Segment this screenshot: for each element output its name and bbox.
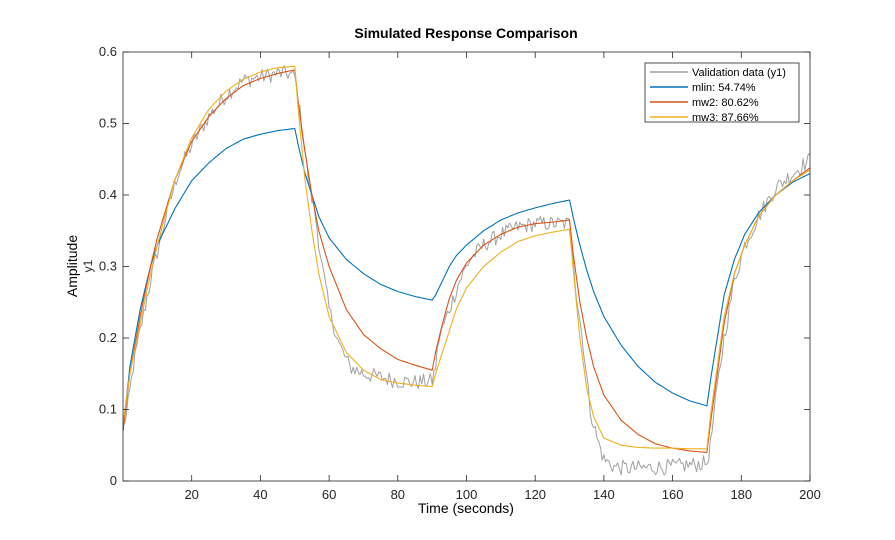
y-tick-label: 0.1: [99, 402, 117, 417]
y-axis-sublabel: y1: [81, 259, 95, 272]
x-axis-label: Time (seconds): [418, 500, 514, 516]
y-tick-label: 0.4: [99, 187, 117, 202]
legend-label: Validation data (y1): [692, 67, 786, 79]
series-line-2: [122, 127, 811, 431]
ticks-layer: 20 40 60 80 100 120 140 160 180 200 0 0.1 0.2 0.3 0.4 0…: [99, 44, 821, 502]
x-tick-label: 160: [662, 487, 684, 502]
y-tick-label: 0.5: [99, 116, 117, 131]
legend: Validation data (y1) mlin: 54.74% mw2: 80.…: [644, 62, 800, 124]
x-tick-label: 200: [799, 487, 821, 502]
series-line-1: [122, 65, 811, 476]
legend-label: mlin: 54.74%: [692, 82, 756, 94]
legend-label: mw2: 80.62%: [692, 97, 759, 109]
x-tick-label: 120: [524, 487, 546, 502]
x-tick-label: 40: [253, 487, 267, 502]
legend-box: [644, 62, 800, 123]
y-tick-label: 0.3: [99, 259, 117, 274]
series-layer: [122, 65, 811, 476]
chart-title: Simulated Response Comparison: [354, 25, 577, 41]
x-tick-label: 140: [593, 487, 615, 502]
y-axis-label: Amplitude: [64, 235, 80, 297]
legend-label: mw3: 87.66%: [692, 112, 759, 124]
series-line-4: [122, 65, 811, 450]
x-tick-label: 100: [456, 487, 478, 502]
series-line-3: [122, 69, 811, 453]
x-tick-label: 80: [391, 487, 405, 502]
y-tick-label: 0.6: [99, 44, 117, 59]
x-tick-label: 60: [322, 487, 336, 502]
y-tick-label: 0: [110, 473, 117, 488]
x-tick-label: 20: [184, 487, 198, 502]
x-tick-label: 180: [730, 487, 752, 502]
y-tick-label: 0.2: [99, 330, 117, 345]
plot-area: [123, 52, 810, 481]
